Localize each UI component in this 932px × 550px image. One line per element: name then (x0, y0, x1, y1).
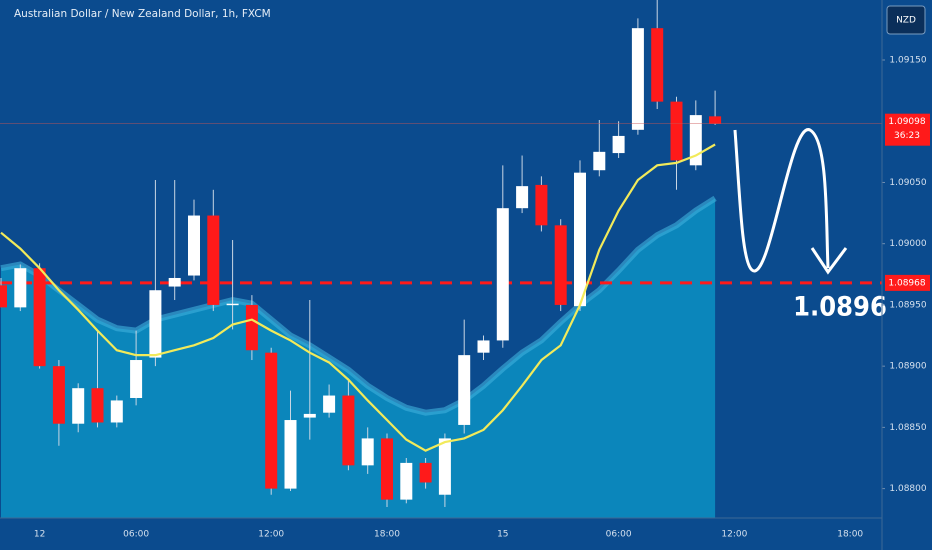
candle-body (496, 208, 509, 341)
candle-body (651, 28, 664, 102)
candle-body (226, 303, 239, 306)
candle-body (400, 462, 413, 500)
candle-body (91, 388, 104, 423)
candle-body (303, 413, 316, 418)
y-tick-label: 1.08950 (889, 300, 926, 310)
x-tick-label: 18:00 (374, 530, 400, 540)
plot-area (0, 0, 882, 518)
moving-average (0, 143, 716, 452)
arrow-curve (733, 128, 830, 273)
candle-body (207, 215, 220, 305)
candle-body (265, 352, 278, 489)
candle-body (168, 277, 181, 287)
candle-body (72, 388, 85, 424)
level-label: 1.08968 (888, 278, 925, 288)
candle-body (593, 151, 606, 171)
area (1, 198, 716, 518)
candle-body (52, 366, 65, 424)
x-tick-label: 12:00 (721, 530, 747, 540)
candle-body (14, 268, 27, 308)
candle-body (612, 135, 625, 154)
x-tick-label: 12 (34, 530, 45, 540)
x-tick-label: 15 (497, 530, 508, 540)
candle-body (419, 462, 432, 483)
price-label: 1.09098 (888, 117, 925, 127)
currency-label: NZD (896, 16, 916, 26)
candle-body (554, 225, 567, 305)
candle-body (516, 186, 529, 209)
area-edge (0, 195, 717, 416)
candle-body (188, 215, 200, 276)
candle-body (323, 395, 336, 413)
candle-body (149, 290, 162, 358)
candle-body (458, 355, 471, 425)
candle-body (574, 172, 586, 307)
candle-body (381, 438, 393, 500)
price-box (885, 113, 930, 146)
chart-title: Australian Dollar / New Zealand Dollar, … (14, 8, 271, 20)
candle-body (670, 101, 683, 161)
target-label: 1.0896 (793, 292, 887, 323)
candle-body (284, 420, 297, 489)
y-tick-label: 1.08900 (889, 362, 926, 372)
x-tick-label: 18:00 (837, 530, 863, 540)
candle-body (535, 184, 548, 226)
y-tick-label: 1.08850 (889, 423, 926, 433)
candle-body (342, 395, 355, 466)
y-tick-label: 1.09150 (889, 56, 926, 66)
candle-body (33, 268, 46, 367)
x-tick-label: 12:00 (258, 530, 284, 540)
currency-box (886, 5, 926, 35)
candle-body (709, 116, 722, 124)
y-tick-label: 1.09000 (889, 239, 926, 249)
arrow-head (810, 247, 848, 275)
candle-body (477, 340, 490, 353)
candle-body (130, 360, 143, 398)
candle-body (0, 285, 7, 308)
y-tick-label: 1.08800 (889, 484, 926, 494)
candle-body (110, 400, 123, 423)
candle-body (361, 438, 374, 466)
level-box (885, 274, 930, 291)
candle-body (438, 438, 451, 495)
x-tick-label: 06:00 (606, 530, 632, 540)
candle-body (245, 304, 258, 351)
candle-body (631, 28, 644, 130)
y-tick-label: 1.09050 (889, 178, 926, 188)
x-tick-label: 06:00 (123, 530, 149, 540)
countdown: 36:23 (894, 131, 920, 141)
